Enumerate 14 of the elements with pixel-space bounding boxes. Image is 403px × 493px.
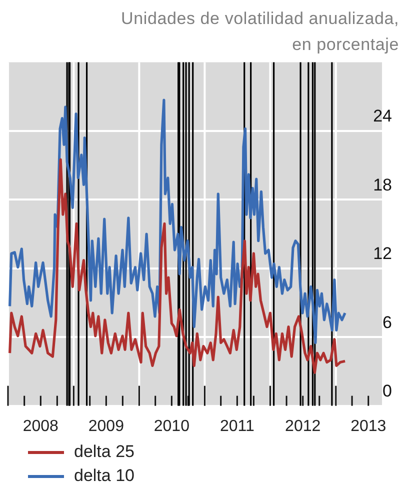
y-tick-label: 12	[373, 244, 392, 264]
x-tick-label: 2010	[154, 418, 190, 435]
y-axis-title: Unidades de volatilidad anualizada, en porcentaje	[120, 8, 399, 56]
x-tick-label: 2009	[88, 418, 124, 435]
y-tick-label: 6	[382, 312, 392, 332]
x-tick-label: 2011	[220, 418, 254, 435]
y-tick-label: 18	[373, 175, 392, 194]
legend-label: delta 25	[74, 442, 134, 462]
x-tick-label: 2013	[350, 418, 386, 435]
x-tick-label: 2012	[285, 418, 321, 435]
y-tick-label: 0	[382, 381, 392, 400]
legend-label: delta 10	[74, 466, 134, 486]
y-tick-label: 24	[373, 106, 392, 126]
x-tick-label: 2008	[22, 418, 59, 435]
